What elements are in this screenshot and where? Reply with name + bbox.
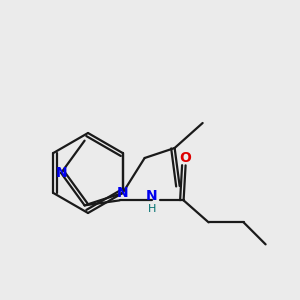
Text: H: H bbox=[147, 204, 156, 214]
Text: O: O bbox=[180, 152, 191, 165]
Text: N: N bbox=[55, 166, 67, 180]
Text: N: N bbox=[146, 189, 158, 203]
Text: N: N bbox=[117, 186, 128, 200]
